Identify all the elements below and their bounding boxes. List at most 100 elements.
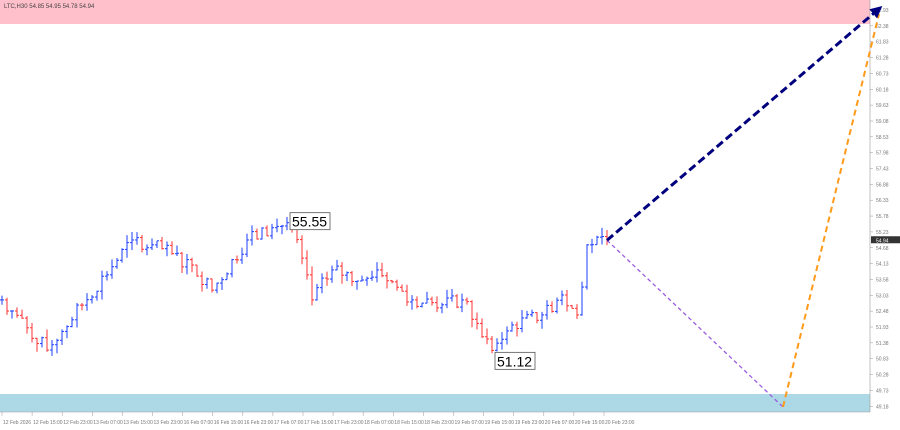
price-bar <box>450 288 454 302</box>
price-bar <box>185 253 189 275</box>
price-tick-label: 51.93 <box>876 325 889 331</box>
price-bar <box>475 312 479 330</box>
price-bar <box>235 255 239 264</box>
price-bar <box>470 300 474 328</box>
price-bar <box>400 284 404 292</box>
price-bar <box>80 303 84 311</box>
price-tick-label: 59.08 <box>876 119 889 125</box>
price-bar <box>120 248 124 263</box>
time-tick-label: 20 Feb 23:00 <box>605 420 635 426</box>
price-bar <box>550 301 554 313</box>
price-bar <box>600 227 604 245</box>
price-bar <box>505 326 509 345</box>
price-tick-label: 59.63 <box>876 103 889 109</box>
time-axis: 12 Feb 2026 12 Feb 15:00 12 Feb 23:00 13 Fe… <box>1 412 635 426</box>
price-tick-label: 56.88 <box>876 182 889 188</box>
time-tick-label: 19 Feb 15:00 <box>485 420 515 426</box>
price-bar <box>150 238 154 251</box>
time-tick-label: 17 Feb 07:00 <box>274 420 304 426</box>
price-bar <box>225 272 229 281</box>
resistance-zone <box>0 0 870 24</box>
price-bar <box>250 225 254 246</box>
price-bar <box>5 297 9 315</box>
price-bar <box>255 228 259 240</box>
price-bar <box>140 234 144 253</box>
annotation-label: 51.12 <box>497 353 532 369</box>
price-bar <box>245 233 249 258</box>
price-bar <box>15 307 19 318</box>
price-bar <box>565 289 569 312</box>
price-bar <box>420 302 424 308</box>
time-tick-label: 16 Feb 07:00 <box>184 420 214 426</box>
price-bar <box>335 259 339 271</box>
forecast-lines <box>606 6 883 408</box>
price-bar <box>10 310 14 319</box>
price-tick-label: 49.73 <box>876 388 889 394</box>
price-bar <box>35 337 39 352</box>
price-bar <box>90 295 94 304</box>
price-bar <box>555 297 559 314</box>
price-bar <box>330 265 334 283</box>
price-tick-label: 55.78 <box>876 214 889 220</box>
time-tick-label: 13 Feb 23:00 <box>154 420 184 426</box>
time-tick-label: 20 Feb 07:00 <box>545 420 575 426</box>
price-bar <box>175 245 179 256</box>
price-tick-label: 61.83 <box>876 40 889 46</box>
price-bar <box>575 304 579 319</box>
annotation-box <box>494 351 536 370</box>
price-tick-label: 62.93 <box>876 8 889 14</box>
price-axis: 62.93 62.38 61.83 61.28 60.73 60.18 59.63 59.08… <box>870 8 900 410</box>
price-tick-label: 62.38 <box>876 24 889 30</box>
forecast-up-line <box>782 13 880 408</box>
price-bar <box>345 271 349 282</box>
time-tick-label: 13 Feb 07:00 <box>93 420 123 426</box>
price-bar <box>125 235 129 258</box>
time-tick-label: 16 Feb 23:00 <box>244 420 274 426</box>
price-bar <box>365 276 369 286</box>
price-bar <box>100 270 104 300</box>
price-bar <box>560 290 564 306</box>
price-bar <box>515 321 519 337</box>
price-tick-label: 60.18 <box>876 87 889 93</box>
price-bar <box>460 293 464 313</box>
time-tick-label: 18 Feb 07:00 <box>364 420 394 426</box>
price-bar <box>540 311 544 329</box>
price-bar <box>445 289 449 309</box>
price-tick-label: 60.73 <box>876 71 889 77</box>
price-bar <box>315 283 319 301</box>
price-bar <box>60 329 64 345</box>
price-bar <box>75 302 79 328</box>
price-bar <box>485 328 489 345</box>
price-bar <box>20 309 24 319</box>
price-bar <box>350 270 354 287</box>
time-tick-label: 12 Feb 23:00 <box>63 420 93 426</box>
current-price-label: 54.94 <box>876 238 889 244</box>
price-bar <box>530 309 534 317</box>
price-bar <box>145 244 149 256</box>
price-bar <box>435 296 439 313</box>
price-bar <box>130 231 134 251</box>
price-bar <box>525 310 529 319</box>
price-bar <box>410 295 414 310</box>
price-tick-label: 57.43 <box>876 167 889 173</box>
price-tick-label: 54.13 <box>876 262 889 268</box>
time-tick-label: 20 Feb 15:00 <box>575 420 605 426</box>
time-tick-label: 13 Feb 15:00 <box>123 420 153 426</box>
price-tick-label: 51.38 <box>876 341 889 347</box>
price-bar <box>425 291 429 304</box>
price-bar <box>590 238 594 254</box>
time-tick-label: 19 Feb 23:00 <box>515 420 545 426</box>
price-bars <box>0 216 609 356</box>
price-tick-label: 61.28 <box>876 56 889 62</box>
price-bar <box>215 282 219 294</box>
price-bar <box>510 321 514 332</box>
price-tick-label: 54.68 <box>876 246 889 252</box>
price-bar <box>310 266 314 306</box>
price-bar <box>155 240 159 248</box>
time-tick-label: 17 Feb 23:00 <box>334 420 364 426</box>
price-bar <box>210 278 214 293</box>
price-tick-label: 49.18 <box>876 404 889 410</box>
price-bar <box>220 277 224 290</box>
price-bar <box>170 241 174 255</box>
